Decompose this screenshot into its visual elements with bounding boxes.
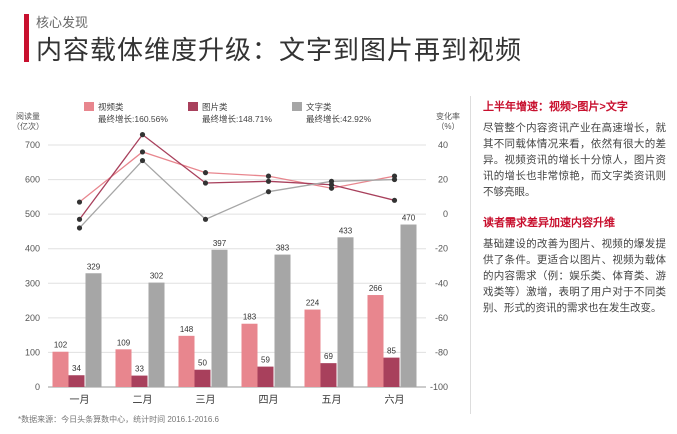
- legend-growth-0: 最终增长:160.56%: [98, 114, 168, 124]
- change-point-2-3: [265, 189, 272, 195]
- change-point-2-4: [328, 178, 335, 184]
- x-tick-label: 六月: [385, 394, 405, 406]
- x-tick-label: 四月: [259, 394, 279, 406]
- finding-text-demand: 基础建设的改善为图片、视频的爆发提供了条件。更适合以图片、视频为载体的内容需求（…: [483, 238, 666, 314]
- bar-1-5: [383, 357, 400, 387]
- x-tick-label: 三月: [196, 394, 216, 406]
- bar-0-1: [115, 349, 132, 387]
- page-title: 内容载体维度升级：文字到图片再到视频: [36, 35, 523, 65]
- change-point-0-0: [76, 199, 83, 205]
- bar-value-label: 102: [54, 341, 68, 350]
- change-point-2-2: [202, 216, 209, 222]
- legend-label-1: 图片类: [202, 102, 228, 112]
- change-point-2-1: [139, 157, 146, 164]
- legend-swatch-0: [84, 102, 94, 111]
- y-left-tick-label: 600: [25, 175, 40, 185]
- bar-value-label: 50: [198, 359, 207, 368]
- y-right-axis-title: 变化率: [436, 111, 460, 121]
- bar-value-label: 85: [387, 347, 396, 356]
- bar-2-2: [211, 249, 228, 387]
- bar-value-label: 224: [306, 299, 320, 308]
- finding-heading-growth: 上半年增速：视频>图片>文字: [483, 101, 628, 113]
- finding-heading-demand: 读者需求差异加速内容升维: [483, 217, 615, 229]
- y-right-tick-label: -80: [435, 347, 448, 357]
- bar-value-label: 34: [72, 364, 81, 373]
- bar-value-label: 33: [135, 365, 144, 374]
- change-point-1-3: [265, 178, 272, 184]
- section-label: 核心发现: [36, 15, 89, 30]
- y-left-tick-label: 200: [25, 313, 40, 323]
- x-tick-label: 一月: [70, 394, 90, 406]
- bar-1-1: [131, 375, 148, 387]
- y-left-tick-label: 300: [25, 278, 40, 288]
- change-point-2-5: [391, 176, 398, 183]
- bar-value-label: 183: [243, 313, 257, 322]
- bar-0-5: [367, 295, 384, 387]
- bar-0-3: [241, 323, 258, 387]
- bar-value-label: 329: [87, 262, 101, 271]
- y-right-tick-label: -20: [435, 244, 448, 254]
- x-tick-label: 二月: [133, 394, 153, 406]
- bar-value-label: 302: [150, 272, 164, 281]
- legend-label-2: 文字类: [306, 102, 332, 112]
- bar-1-3: [257, 366, 274, 387]
- y-right-tick-label: 0: [443, 209, 448, 219]
- bar-value-label: 470: [402, 214, 416, 223]
- legend-swatch-1: [188, 102, 198, 111]
- y-left-axis-title: 阅读量: [16, 111, 40, 121]
- change-point-1-2: [202, 180, 209, 186]
- bar-value-label: 148: [180, 325, 194, 334]
- footnote: *数据来源：今日头条算数中心，统计时间 2016.1-2016.6: [18, 415, 219, 424]
- change-point-1-1: [139, 132, 146, 138]
- y-right-tick-label: 20: [438, 175, 448, 185]
- x-tick-label: 五月: [322, 394, 342, 406]
- legend-growth-1: 最终增长:148.71%: [202, 114, 272, 124]
- bar-1-2: [194, 369, 211, 387]
- bar-2-4: [337, 237, 354, 387]
- bar-0-2: [178, 335, 195, 387]
- legend-label-0: 视频类: [98, 102, 124, 112]
- bar-2-5: [400, 224, 417, 387]
- bar-2-1: [148, 282, 165, 387]
- y-left-axis-unit: （亿次）: [12, 121, 44, 131]
- change-line-2: [79, 159, 395, 229]
- header-accent-bar: [24, 14, 29, 62]
- change-point-2-0: [76, 225, 83, 231]
- change-point-1-5: [391, 197, 398, 203]
- change-point-0-1: [139, 149, 146, 155]
- y-left-tick-label: 0: [35, 382, 40, 392]
- bar-value-label: 109: [117, 338, 131, 347]
- change-point-0-2: [202, 170, 209, 176]
- bar-value-label: 69: [324, 352, 333, 361]
- bar-value-label: 383: [276, 244, 290, 253]
- finding-text-growth: 尽管整个内容资讯产业在高速增长，就其不同载体情况来看，依然有很大的差异。视频资讯…: [483, 122, 666, 198]
- bar-0-0: [52, 351, 69, 387]
- bar-1-4: [320, 363, 337, 387]
- change-point-0-3: [265, 173, 272, 179]
- legend-swatch-2: [292, 102, 302, 111]
- bar-2-0: [85, 273, 102, 387]
- y-right-tick-label: -40: [435, 278, 448, 288]
- combo-chart: 0 100 200 300 400 500 600 700 -100 -80 -60 -40 -20 0 2…: [12, 102, 460, 406]
- bar-value-label: 266: [369, 284, 383, 293]
- change-line-1: [78, 133, 395, 220]
- change-line-0: [79, 151, 395, 203]
- bar-value-label: 59: [261, 356, 270, 365]
- bar-value-label: 433: [339, 226, 353, 235]
- y-left-tick-label: 500: [25, 209, 40, 219]
- bar-1-0: [68, 375, 85, 387]
- legend-growth-2: 最终增长:42.92%: [306, 114, 372, 124]
- bar-2-3: [274, 254, 291, 387]
- findings-panel: 上半年增速：视频>图片>文字 尽管整个内容资讯产业在高速增长，就其不同载体情况来…: [470, 96, 666, 414]
- y-right-tick-label: -100: [430, 382, 448, 392]
- bar-0-4: [304, 309, 321, 387]
- y-left-tick-label: 100: [25, 347, 40, 357]
- y-left-tick-label: 700: [25, 140, 40, 150]
- y-left-tick-label: 400: [25, 244, 40, 254]
- y-right-axis-unit: （%）: [436, 122, 459, 131]
- y-right-tick-label: 40: [438, 140, 448, 150]
- bar-value-label: 397: [213, 239, 227, 248]
- y-right-tick-label: -60: [435, 313, 448, 323]
- change-point-1-0: [76, 216, 83, 222]
